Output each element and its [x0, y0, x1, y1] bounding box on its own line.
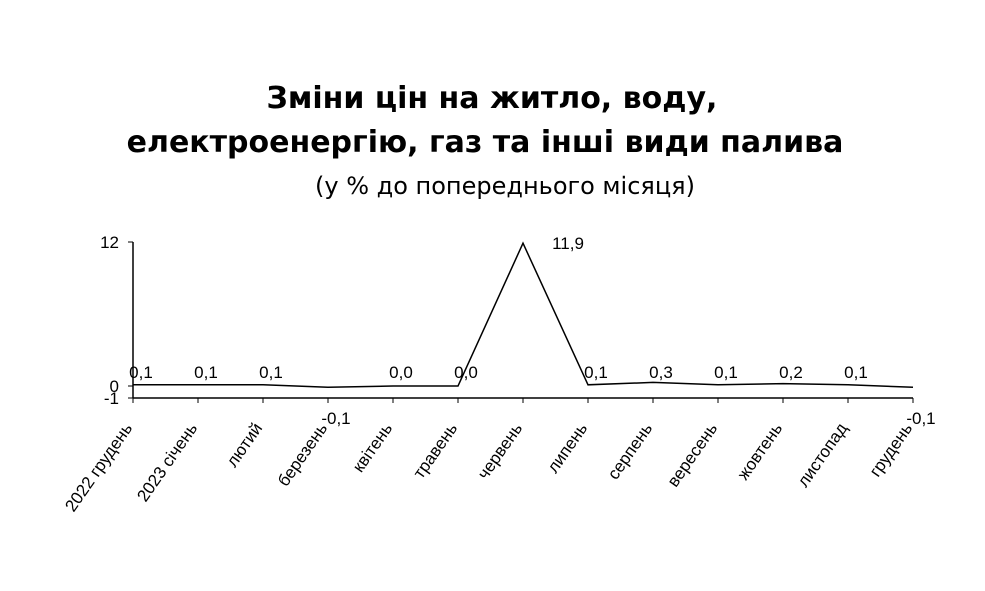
x-tick-label: червень — [474, 419, 527, 483]
data-label: -0,1 — [906, 409, 935, 428]
data-label: 0,1 — [844, 363, 868, 382]
y-tick-label: 0 — [110, 377, 119, 396]
data-label: 0,2 — [779, 363, 803, 382]
x-tick-label: жовтень — [734, 419, 787, 483]
x-tick-label: лютий — [223, 419, 267, 470]
line — [133, 241, 914, 388]
x-tick-label: листопад — [794, 419, 852, 490]
data-label: 0,0 — [454, 363, 478, 382]
chart-subtitle: (у % до попереднього місяця) — [315, 172, 695, 200]
x-tick-label: липень — [543, 419, 591, 476]
x-tick-label: вересень — [664, 419, 722, 490]
chart-title: електроенергію, газ та інші види палива — [127, 125, 844, 160]
data-label: 11,9 — [552, 234, 584, 253]
data-label: 0,1 — [259, 363, 283, 382]
y-tick-label: -1 — [104, 389, 119, 408]
x-tick-label: грудень — [866, 419, 917, 480]
y-tick-label: 12 — [100, 233, 119, 252]
data-label: 0,1 — [584, 363, 608, 382]
x-tick-label: березень — [274, 419, 331, 490]
data-label: 0,1 — [714, 363, 738, 382]
data-label: 0,1 — [129, 363, 153, 382]
x-tick-label: серпень — [604, 419, 657, 483]
data-label: 0,3 — [649, 363, 673, 382]
x-tick-label: 2022 грудень — [61, 419, 136, 515]
x-tick-label: травень — [409, 419, 461, 482]
data-label: 0,1 — [194, 363, 218, 382]
chart-title: Зміни цін на житло, воду, — [267, 81, 718, 116]
data-label: -0,1 — [321, 409, 350, 428]
data-label: 0,0 — [389, 363, 413, 382]
x-tick-label: квітень — [349, 419, 397, 476]
x-tick-label: 2023 січень — [133, 419, 201, 505]
